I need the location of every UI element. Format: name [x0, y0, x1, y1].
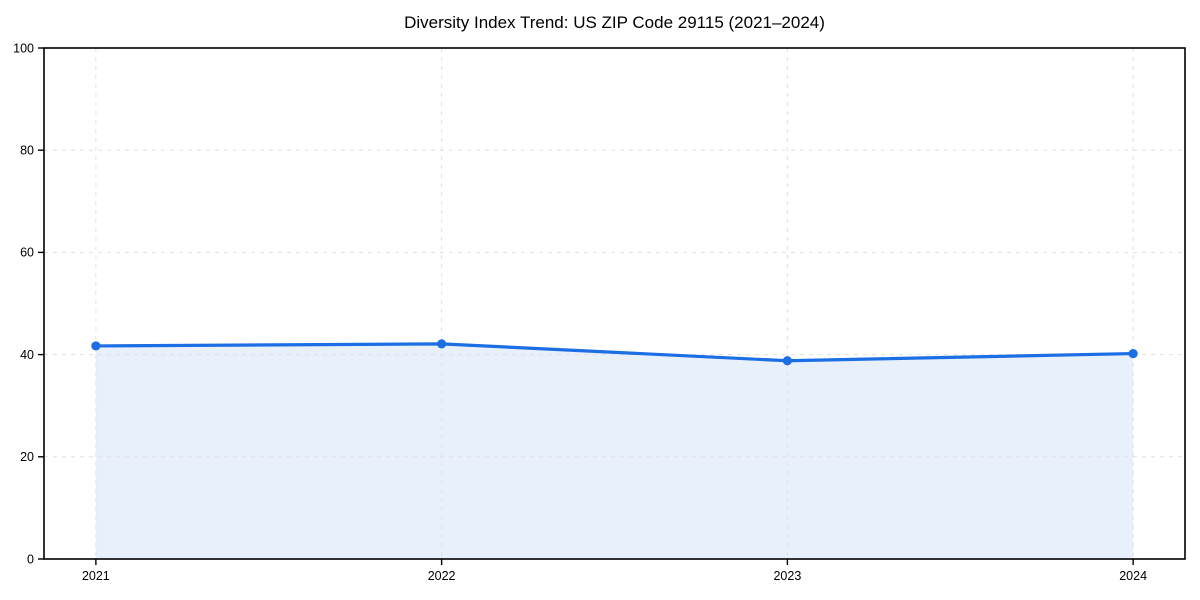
plot-border	[43, 47, 1186, 560]
x-tick-label: 2023	[773, 569, 801, 583]
y-tick-label: 60	[20, 246, 34, 260]
y-tick-label: 20	[20, 450, 34, 464]
chart-title: Diversity Index Trend: US ZIP Code 29115…	[404, 13, 825, 32]
y-tick-label: 80	[20, 143, 34, 157]
x-tick-label: 2024	[1119, 569, 1147, 583]
data-point-2021	[91, 341, 101, 351]
area-fill	[95, 343, 1134, 559]
y-tick-label: 40	[20, 348, 34, 362]
y-tick-label: 100	[13, 41, 34, 55]
trend-line	[94, 342, 1135, 363]
data-point-2023	[782, 356, 792, 366]
data-point-2022	[437, 339, 447, 349]
x-tick-label: 2022	[428, 569, 456, 583]
data-point-2024	[1128, 348, 1138, 359]
x-tick-label: 2021	[82, 569, 110, 583]
y-tick-label: 0	[27, 552, 34, 566]
